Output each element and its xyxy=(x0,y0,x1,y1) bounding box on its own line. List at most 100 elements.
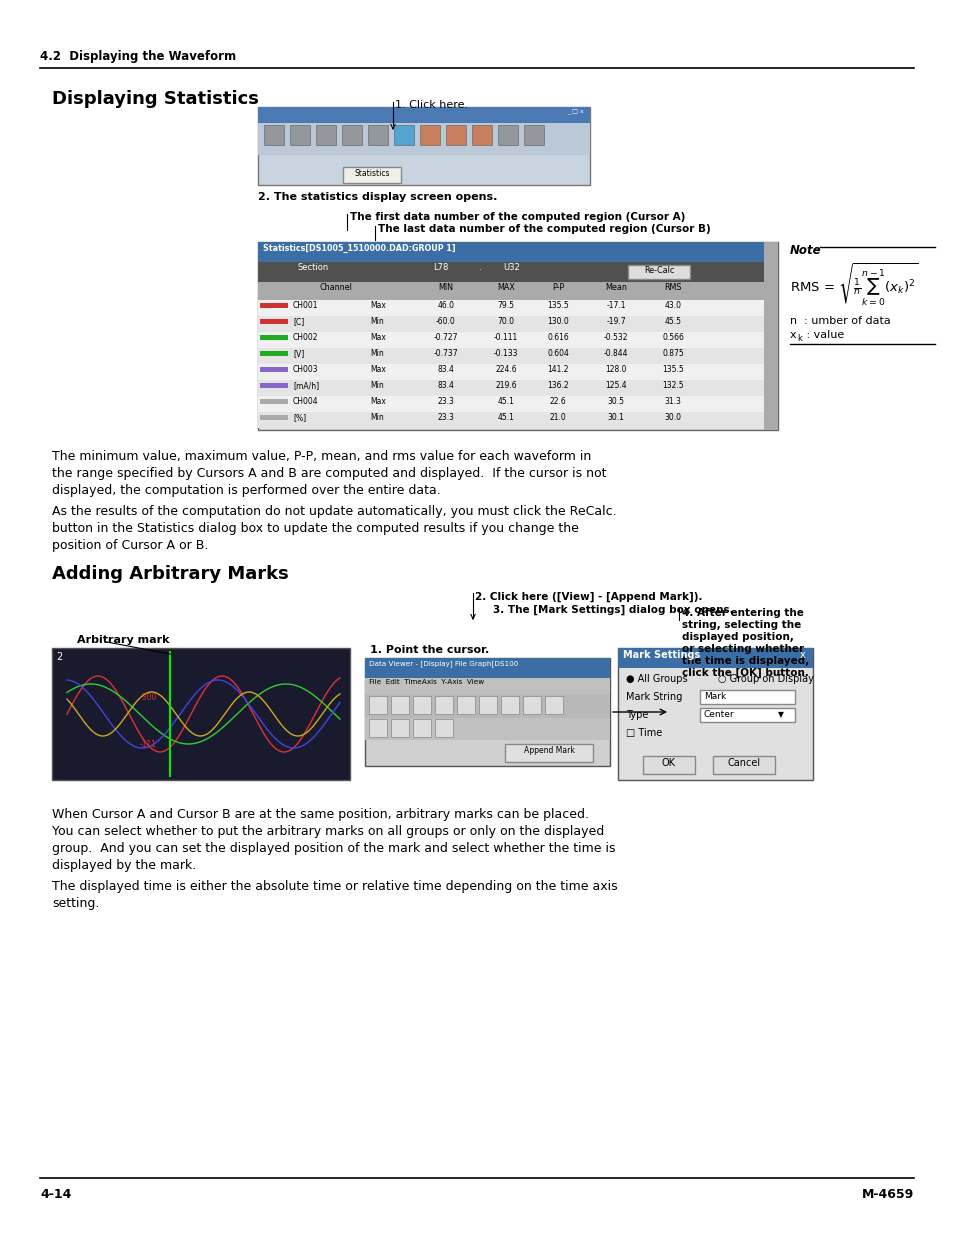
Text: 2: 2 xyxy=(56,652,62,662)
Bar xyxy=(257,242,778,430)
Text: 0.604: 0.604 xyxy=(546,350,568,358)
Text: Max: Max xyxy=(370,333,385,342)
Bar xyxy=(478,697,497,714)
Text: 22.6: 22.6 xyxy=(549,396,566,406)
Text: 45.1: 45.1 xyxy=(497,412,514,422)
Text: 4. After entering the: 4. After entering the xyxy=(681,608,803,618)
Bar xyxy=(257,300,763,316)
Text: Cancel: Cancel xyxy=(727,758,760,768)
Text: [mA/h]: [mA/h] xyxy=(293,382,319,390)
Text: 83.4: 83.4 xyxy=(437,382,454,390)
Bar xyxy=(618,648,812,668)
Text: The displayed time is either the absolute time or relative time depending on the: The displayed time is either the absolut… xyxy=(52,881,617,893)
Bar xyxy=(642,756,695,774)
Text: [V]: [V] xyxy=(293,350,304,358)
Bar xyxy=(504,743,593,762)
Text: -0.133: -0.133 xyxy=(494,350,517,358)
Bar xyxy=(700,708,794,722)
Text: _ □ x: _ □ x xyxy=(567,109,583,115)
Text: -60.0: -60.0 xyxy=(436,317,456,326)
Text: Append Mark: Append Mark xyxy=(523,746,574,755)
Text: 135.5: 135.5 xyxy=(547,301,568,310)
Text: k: k xyxy=(796,333,801,343)
Text: 79.5: 79.5 xyxy=(497,301,514,310)
Text: n  : umber of data: n : umber of data xyxy=(789,316,890,326)
Text: CH003: CH003 xyxy=(293,366,318,374)
Text: Min: Min xyxy=(370,317,383,326)
Bar xyxy=(260,383,288,388)
Text: 130.0: 130.0 xyxy=(547,317,568,326)
Bar xyxy=(369,719,387,737)
Text: click the [OK] button.: click the [OK] button. xyxy=(681,668,808,678)
Text: Type: Type xyxy=(625,710,648,720)
Text: 30.0: 30.0 xyxy=(664,412,680,422)
Text: MIN: MIN xyxy=(438,283,453,291)
Bar xyxy=(52,648,350,781)
Bar xyxy=(365,678,609,694)
Text: 141.2: 141.2 xyxy=(547,366,568,374)
Text: Max: Max xyxy=(370,366,385,374)
Text: Statistics[DS1005_1510000.DAD:GROUP 1]: Statistics[DS1005_1510000.DAD:GROUP 1] xyxy=(263,245,456,253)
Bar xyxy=(257,124,589,156)
Text: [C]: [C] xyxy=(293,317,304,326)
Bar xyxy=(413,697,431,714)
Bar xyxy=(523,125,543,144)
Bar xyxy=(446,125,465,144)
Text: -0.532: -0.532 xyxy=(603,333,628,342)
Bar xyxy=(365,658,609,678)
Text: -0.111: -0.111 xyxy=(494,333,517,342)
Text: -300: -300 xyxy=(140,693,157,701)
Bar xyxy=(394,125,414,144)
Text: Displaying Statistics: Displaying Statistics xyxy=(52,90,258,107)
Text: 0.566: 0.566 xyxy=(661,333,683,342)
Text: -0.844: -0.844 xyxy=(603,350,628,358)
Text: .: . xyxy=(477,263,480,272)
Bar xyxy=(712,756,774,774)
Text: 4.2  Displaying the Waveform: 4.2 Displaying the Waveform xyxy=(40,49,236,63)
Text: x: x xyxy=(789,330,796,340)
Text: the time is displayed,: the time is displayed, xyxy=(681,656,808,666)
Bar xyxy=(257,332,763,348)
Text: When Cursor A and Cursor B are at the same position, arbitrary marks can be plac: When Cursor A and Cursor B are at the sa… xyxy=(52,808,588,821)
Text: or selecting whether: or selecting whether xyxy=(681,643,803,655)
Bar xyxy=(700,690,794,704)
Bar xyxy=(257,107,589,124)
Text: Data Viewer - [Display] File Graph[DS100: Data Viewer - [Display] File Graph[DS100 xyxy=(369,659,517,667)
Text: setting.: setting. xyxy=(52,897,99,910)
Text: ○ Group on Display: ○ Group on Display xyxy=(718,674,813,684)
Text: 0.616: 0.616 xyxy=(547,333,568,342)
Text: 21.0: 21.0 xyxy=(549,412,566,422)
Text: CH002: CH002 xyxy=(293,333,318,342)
Text: -17.1: -17.1 xyxy=(605,301,625,310)
Text: ▼: ▼ xyxy=(778,710,783,719)
Text: 46.0: 46.0 xyxy=(437,301,454,310)
Bar xyxy=(435,697,453,714)
Bar xyxy=(260,367,288,372)
Bar xyxy=(365,694,609,718)
Text: 45.5: 45.5 xyxy=(664,317,680,326)
Text: -0.737: -0.737 xyxy=(434,350,457,358)
Text: 1. Click here.: 1. Click here. xyxy=(395,100,468,110)
Text: 45.1: 45.1 xyxy=(497,396,514,406)
Text: CH001: CH001 xyxy=(293,301,318,310)
Text: 125.4: 125.4 xyxy=(604,382,626,390)
Bar xyxy=(391,697,409,714)
Bar xyxy=(260,351,288,356)
Bar xyxy=(369,697,387,714)
Text: Statistics: Statistics xyxy=(354,169,390,178)
Text: Section: Section xyxy=(297,263,328,272)
Bar xyxy=(260,303,288,308)
Text: 2. The statistics display screen opens.: 2. The statistics display screen opens. xyxy=(257,191,497,203)
Text: 224.6: 224.6 xyxy=(495,366,517,374)
Text: 83.4: 83.4 xyxy=(437,366,454,374)
Text: □ Time: □ Time xyxy=(625,727,661,739)
Bar xyxy=(260,319,288,324)
Text: MAX: MAX xyxy=(497,283,515,291)
Text: 4-14: 4-14 xyxy=(40,1188,71,1200)
Text: displayed by the mark.: displayed by the mark. xyxy=(52,860,196,872)
Bar xyxy=(257,107,589,185)
Text: ● All Groups: ● All Groups xyxy=(625,674,687,684)
Text: 128.0: 128.0 xyxy=(604,366,626,374)
Text: group.  And you can set the displayed position of the mark and select whether th: group. And you can set the displayed pos… xyxy=(52,842,615,855)
Text: Channel: Channel xyxy=(319,283,352,291)
